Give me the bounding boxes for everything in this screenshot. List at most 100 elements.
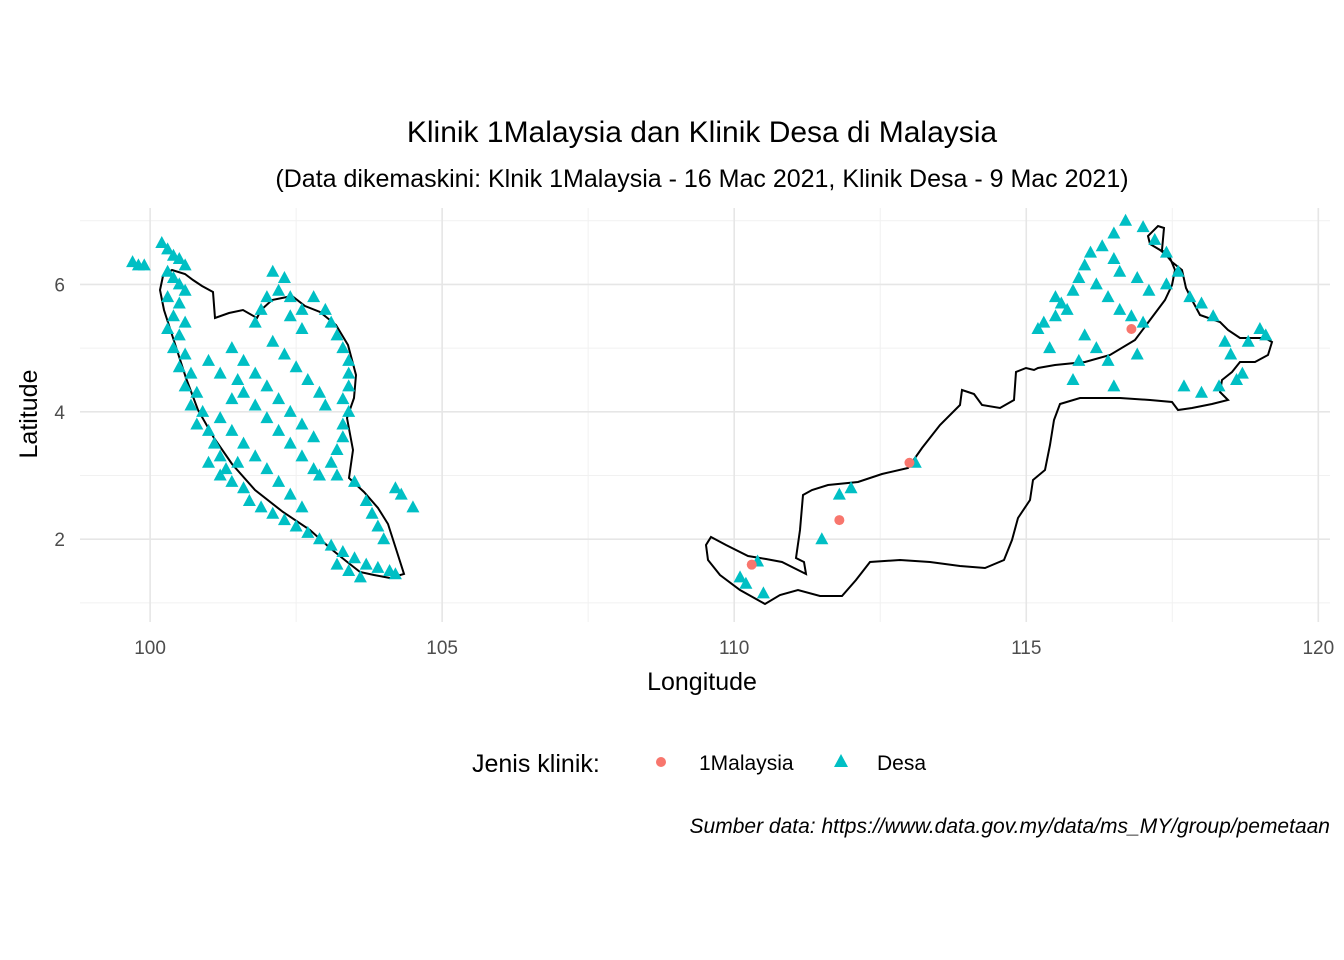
desa-point [1031,322,1045,335]
desa-point [202,423,216,436]
chart-title: Klinik 1Malaysia dan Klinik Desa di Mala… [407,116,998,149]
desa-point [324,315,338,328]
desa-point [1107,226,1121,239]
desa-point [277,513,291,526]
desa-point [184,366,198,379]
desa-point [248,449,262,462]
desa-point [307,290,321,303]
x-tick-label: 110 [719,638,749,659]
desa-point [1224,347,1238,360]
desa-point [213,366,227,379]
desa-point [342,379,356,392]
desa-point [342,366,356,379]
desa-point [231,372,245,385]
x-tick-label: 105 [426,638,458,659]
desa-point [1084,245,1098,258]
desa-point [336,392,350,405]
desa-point [1194,385,1208,398]
desa-point [342,564,356,577]
desa-point [312,532,326,545]
desa-point [371,519,385,532]
x-tick-label: 120 [1302,638,1334,659]
desa-point [1142,283,1156,296]
1malaysia-point [1126,324,1137,335]
borneo-malaysia-outline [704,224,1274,606]
caption: Sumber data: https://www.data.gov.my/dat… [690,815,1330,838]
desa-point [237,385,251,398]
desa-point [1241,334,1255,347]
desa-point [266,334,280,347]
desa-point [739,576,753,589]
legend-label-1malaysia: 1Malaysia [699,752,794,775]
desa-point [260,290,274,303]
desa-point [406,500,420,513]
legend: Jenis klinik: 1Malaysia Desa [472,750,926,778]
desa-point [231,455,245,468]
y-tick-labels: 2 4 6 [54,275,65,551]
desa-point [213,411,227,424]
desa-point [1136,315,1150,328]
desa-point [330,443,344,456]
desa-point [312,385,326,398]
desa-point [161,322,175,335]
desa-point [178,258,192,271]
desa-point [1148,232,1162,245]
x-tick-labels: 100 105 110 115 120 [134,638,1334,659]
desa-point [295,302,309,315]
desa-point [353,570,367,583]
desa-point [1119,213,1133,226]
desa-point [178,315,192,328]
desa-point [1060,302,1074,315]
desa-point [207,436,221,449]
desa-point [342,353,356,366]
desa-point [272,423,286,436]
desa-point [832,487,846,500]
desa-point [172,251,186,264]
desa-point [1159,277,1173,290]
desa-point [137,258,151,271]
desa-point [1259,328,1273,341]
desa-point [1159,245,1173,258]
desa-point [225,392,239,405]
x-tick-label: 100 [134,638,166,659]
legend-key-desa [834,754,848,767]
desa-point [1212,379,1226,392]
desa-point [289,360,303,373]
desa-point [1171,264,1185,277]
desa-point [1066,372,1080,385]
desa-point [1072,271,1086,284]
desa-point [242,493,256,506]
desa-point [318,302,332,315]
desa-point [225,341,239,354]
desa-point [266,264,280,277]
desa-point [365,506,379,519]
desa-point [283,487,297,500]
desa-point [318,398,332,411]
x-axis-title: Longitude [647,668,757,696]
peninsular-malaysia-outline [158,268,406,580]
desa-point [219,462,233,475]
desa-point [254,302,268,315]
desa-point [844,481,858,494]
desa-point [1107,251,1121,264]
desa-point [1072,353,1086,366]
desa-point [202,455,216,468]
desa-point [336,417,350,430]
1malaysia-point [904,457,915,468]
desa-point [283,290,297,303]
desa-point [272,392,286,405]
desa-point [172,277,186,290]
desa-point [388,567,402,580]
desa-point [312,468,326,481]
desa-point [1194,296,1208,309]
desa-point [272,283,286,296]
desa-point [1113,264,1127,277]
desa-point [225,474,239,487]
desa-point [213,449,227,462]
desa-point [756,586,770,599]
desa-point [330,468,344,481]
desa-point [283,436,297,449]
desa-point [184,398,198,411]
desa-point [359,557,373,570]
desa-point [1048,309,1062,322]
